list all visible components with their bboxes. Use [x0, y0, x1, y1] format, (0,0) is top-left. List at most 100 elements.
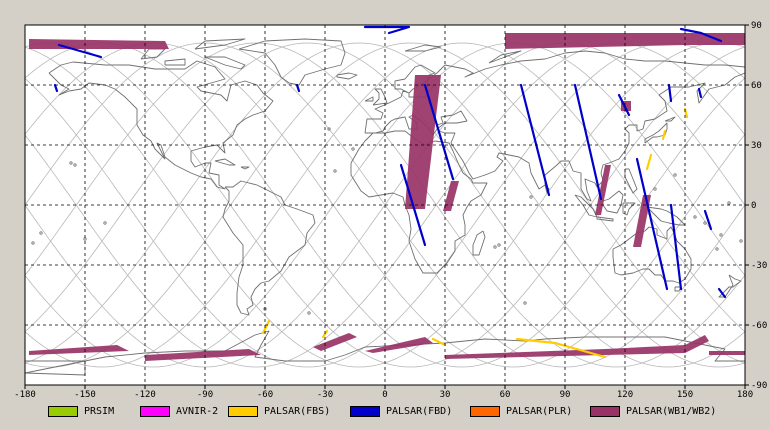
legend-item-palsar-wb: PALSAR(WB1/WB2)	[590, 404, 716, 418]
coverage-map: -180 -150 -120 -90 -60 -30 0 30 60 90 120 150 180 90…	[14, 21, 767, 400]
x-tick-label: -30	[317, 390, 333, 400]
island	[529, 195, 533, 199]
wb-swath	[595, 165, 611, 215]
wb-swath	[313, 333, 357, 351]
legend-label: PALSAR(FBS)	[264, 405, 331, 417]
coastline	[596, 216, 614, 222]
x-tick-label: 90	[560, 390, 571, 400]
legend-swatch	[140, 405, 170, 417]
coastline	[488, 50, 522, 64]
island	[719, 233, 723, 237]
coastline	[664, 116, 676, 122]
island	[69, 161, 73, 165]
coastline	[214, 158, 236, 166]
island	[523, 301, 527, 305]
island	[103, 221, 107, 225]
island	[31, 241, 35, 245]
fbd-strip	[573, 83, 603, 201]
y-tick-label: -30	[751, 261, 767, 271]
legend-label: PALSAR(FBD)	[386, 405, 453, 417]
fbd-strip	[57, 43, 103, 59]
coastline	[718, 274, 742, 298]
coastline	[622, 202, 636, 216]
fbs-strip	[261, 319, 271, 335]
coastline	[25, 360, 86, 376]
wb-swath	[445, 335, 709, 359]
fbs-strip	[431, 337, 447, 347]
island	[73, 163, 77, 167]
coastline	[674, 286, 682, 292]
fbd-strip	[667, 83, 673, 103]
wb-swath	[29, 345, 129, 355]
fbs-strip	[661, 129, 667, 141]
orbit-track	[25, 205, 26, 206]
island	[739, 239, 743, 243]
fbd-strip	[295, 83, 301, 93]
y-tick-label: 90	[751, 21, 762, 31]
fbd-strip	[423, 83, 455, 181]
legend: PRSIM AVNIR-2 PALSAR(FBS) PALSAR(FBD) PA…	[0, 400, 770, 430]
fbs-strip	[645, 153, 653, 171]
fbd-strip	[703, 209, 713, 231]
x-tick-label: -60	[257, 390, 273, 400]
legend-swatch	[470, 405, 500, 417]
coastline	[404, 44, 442, 52]
y-tick-label: 0	[751, 201, 756, 211]
legend-swatch	[350, 405, 380, 417]
coastline	[646, 206, 686, 226]
coastline	[194, 38, 246, 50]
y-axis-ticks: 90 60 30 0 -30 -60 -90	[745, 21, 767, 391]
x-tick-label: -90	[197, 390, 213, 400]
coastline	[240, 166, 250, 170]
coastline	[238, 38, 346, 86]
legend-label: AVNIR-2	[176, 405, 219, 417]
orbit-track	[25, 204, 283, 368]
x-tick-label: 120	[617, 390, 633, 400]
legend-swatch	[590, 405, 620, 417]
island	[693, 215, 697, 219]
island	[39, 231, 43, 235]
fbd-strip	[717, 287, 727, 299]
coastline	[222, 180, 316, 316]
island	[351, 147, 355, 151]
fbd-strip	[53, 83, 59, 93]
wb-swath	[709, 351, 745, 355]
island	[333, 169, 337, 173]
coastline	[364, 96, 374, 102]
orbit-track	[25, 204, 231, 368]
fbd-strip	[697, 87, 703, 99]
island	[653, 187, 657, 191]
island	[715, 247, 719, 251]
coastline	[624, 168, 638, 194]
island	[493, 245, 497, 249]
island	[497, 243, 501, 247]
coastline	[472, 230, 486, 256]
fbd-strip	[635, 157, 669, 291]
legend-item-palsar-fbs: PALSAR(FBS)	[228, 404, 330, 418]
graticule	[25, 25, 745, 385]
orbit-track	[538, 42, 745, 206]
fbd-strip	[363, 25, 411, 35]
legend-swatch	[228, 405, 258, 417]
y-tick-label: 30	[751, 141, 762, 151]
x-tick-label: 0	[382, 390, 387, 400]
coastline	[364, 50, 745, 202]
x-tick-label: -180	[14, 390, 36, 400]
orbit-track	[25, 42, 643, 368]
coastline	[612, 226, 692, 284]
palsar-fbd-strips	[53, 25, 727, 299]
x-tick-label: 150	[677, 390, 693, 400]
fbd-strip	[519, 83, 551, 197]
legend-label: PALSAR(WB1/WB2)	[626, 405, 717, 417]
x-tick-label: 60	[500, 390, 511, 400]
legend-item-prsim: PRSIM	[48, 404, 114, 418]
legend-item-palsar-plr: PALSAR(PLR)	[470, 404, 572, 418]
orbit-track	[25, 134, 437, 368]
coastline	[204, 56, 246, 70]
legend-label: PRSIM	[84, 405, 115, 417]
legend-item-palsar-fbd: PALSAR(FBD)	[350, 404, 452, 418]
island	[673, 173, 677, 177]
legend-label: PALSAR(PLR)	[506, 405, 573, 417]
wb-swath	[145, 349, 261, 361]
palsar-fbs-strips	[261, 107, 689, 359]
